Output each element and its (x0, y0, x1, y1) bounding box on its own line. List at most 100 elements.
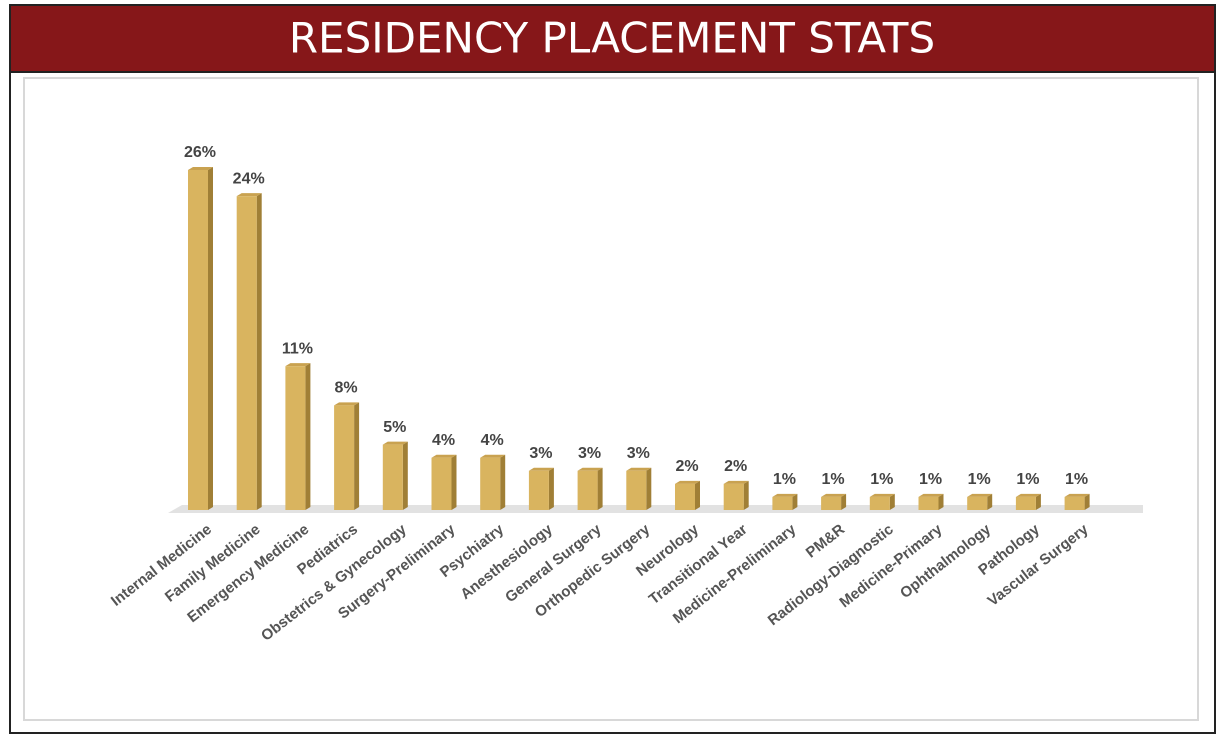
bar-top (382, 441, 408, 445)
data-label: 1% (822, 471, 845, 488)
bar-side (597, 467, 603, 510)
data-label: 1% (919, 471, 942, 488)
bar-top (723, 480, 749, 484)
bar (431, 457, 452, 510)
bar-side (1084, 493, 1090, 510)
bar (626, 470, 647, 510)
data-label: 4% (432, 432, 455, 449)
bar-side (402, 441, 408, 510)
data-label: 11% (282, 340, 313, 357)
bar-group (528, 467, 554, 510)
data-label: 1% (773, 471, 796, 488)
bar (1015, 496, 1036, 510)
bar-top (334, 402, 360, 406)
bar-side (743, 480, 749, 510)
bar-top (1064, 493, 1090, 497)
bar-top (1015, 493, 1041, 497)
title-bar (9, 4, 1216, 73)
bar-top (188, 167, 213, 170)
data-label: 4% (481, 432, 504, 449)
data-label: 26% (184, 144, 216, 161)
bar-top (480, 454, 506, 458)
bar (285, 366, 306, 510)
bar-group (285, 363, 311, 510)
floor (168, 505, 1143, 513)
data-label: 3% (529, 445, 552, 462)
bar-side (889, 493, 895, 510)
bar-group (334, 402, 360, 510)
bar-group (723, 480, 749, 510)
bar (334, 405, 355, 510)
bar-top (431, 454, 457, 458)
bar (577, 470, 598, 510)
bar-top (236, 193, 262, 197)
bar-group (967, 493, 993, 510)
bar-group (236, 193, 262, 510)
bar-side (305, 363, 311, 510)
bar-group (188, 167, 213, 510)
plot-panel (23, 77, 1199, 721)
bar-group (382, 441, 408, 510)
bar-top (577, 467, 603, 471)
data-label: 2% (675, 458, 698, 475)
bar (1064, 496, 1085, 510)
bar (723, 483, 744, 510)
bar-side (354, 402, 360, 510)
bar-side (208, 167, 213, 510)
bar-top (626, 467, 652, 471)
bar-side (1035, 493, 1041, 510)
bar (480, 457, 501, 510)
bar-top (528, 467, 554, 471)
bar-group (1015, 493, 1041, 510)
bar-top (821, 493, 847, 497)
bar-side (938, 493, 944, 510)
bar (382, 444, 403, 510)
bar-side (548, 467, 554, 510)
bar (528, 470, 549, 510)
bar-group (772, 493, 798, 510)
data-label: 8% (335, 380, 358, 397)
data-label: 1% (968, 471, 991, 488)
bar-side (792, 493, 798, 510)
bar (821, 496, 842, 510)
bar-side (987, 493, 993, 510)
bar-side (451, 454, 457, 510)
bar-top (869, 493, 895, 497)
bar-side (256, 193, 262, 510)
data-label: 1% (1016, 471, 1039, 488)
bar (188, 170, 208, 510)
bar-group (1064, 493, 1090, 510)
data-label: 3% (627, 445, 650, 462)
bar (772, 496, 793, 510)
data-label: 1% (870, 471, 893, 488)
chart-title: RESIDENCY PLACEMENT STATS (289, 14, 935, 63)
data-label: 24% (233, 170, 265, 187)
bar (869, 496, 890, 510)
bar-group (675, 480, 700, 510)
bar-group (626, 467, 652, 510)
bar-top (918, 493, 944, 497)
bar-side (500, 454, 506, 510)
bar-group (480, 454, 506, 510)
bar (236, 196, 257, 510)
bar-group (918, 493, 944, 510)
bar-top (772, 493, 798, 497)
bar-group (869, 493, 895, 510)
bar-side (841, 493, 847, 510)
bar-top (675, 480, 700, 484)
bar (675, 483, 695, 510)
bar-group (431, 454, 457, 510)
data-label: 3% (578, 445, 601, 462)
bar (918, 496, 939, 510)
data-label: 5% (383, 419, 406, 436)
bar-side (695, 480, 700, 510)
bar-group (577, 467, 603, 510)
bar-top (967, 493, 993, 497)
bar-group (821, 493, 847, 510)
data-label: 1% (1065, 471, 1088, 488)
bar (967, 496, 988, 510)
bar-side (646, 467, 652, 510)
bar-top (285, 363, 311, 367)
data-label: 2% (724, 458, 747, 475)
